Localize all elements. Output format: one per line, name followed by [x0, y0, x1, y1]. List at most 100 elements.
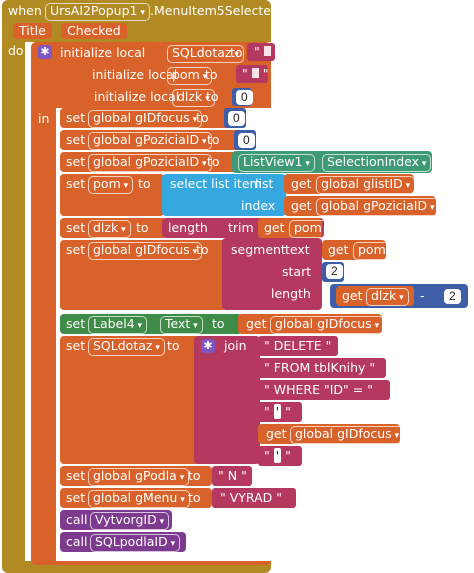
- length-label: length: [168, 220, 208, 235]
- to-label: to: [188, 490, 201, 505]
- listview1-dropdown[interactable]: ListView1: [238, 154, 315, 172]
- get-label: get: [264, 220, 285, 235]
- number-value-1[interactable]: 0: [228, 111, 245, 126]
- minus-value[interactable]: 2: [444, 289, 461, 304]
- string-n[interactable]: [212, 466, 252, 486]
- list-label: list: [255, 176, 274, 191]
- set-label: set: [66, 220, 86, 235]
- string-from[interactable]: [258, 358, 386, 378]
- string-delete[interactable]: [258, 336, 338, 356]
- join-block[interactable]: [194, 336, 260, 464]
- to-label: to: [167, 338, 180, 353]
- segment-label: segment: [231, 242, 286, 257]
- local-var-pom[interactable]: pom: [167, 67, 213, 85]
- to-label: to: [212, 316, 225, 331]
- get-label: get: [328, 242, 349, 257]
- var-glistid[interactable]: global glistID: [316, 176, 416, 194]
- gear-icon[interactable]: ✱: [201, 339, 215, 353]
- var-gpodla[interactable]: global gPodla: [88, 468, 190, 486]
- proc-vytvorgid[interactable]: VytvorgID: [90, 512, 170, 530]
- var-gmenu[interactable]: global gMenu: [88, 490, 190, 508]
- start-label: start: [282, 264, 312, 279]
- text-label: text: [285, 242, 310, 257]
- string-vyrad-value: VYRAD: [229, 490, 273, 505]
- param-title[interactable]: Title: [13, 23, 52, 39]
- to-label: to: [207, 132, 220, 147]
- when-label: when: [8, 3, 42, 18]
- var-dlzk-2[interactable]: dlzk: [366, 288, 409, 306]
- var-gpoziciaid-2[interactable]: global gPoziciaID: [88, 154, 212, 172]
- proc-sqlpodlaid[interactable]: SQLpodlaID: [90, 534, 181, 552]
- var-sqldotaz[interactable]: SQLdotaz: [88, 338, 165, 356]
- var-gidfocus-1[interactable]: global gIDfocus: [88, 110, 203, 128]
- number-value-2[interactable]: 0: [238, 133, 255, 148]
- init-label-3: initialize local: [94, 89, 180, 104]
- start-value[interactable]: 2: [326, 264, 343, 279]
- get-label: get: [246, 316, 267, 331]
- set-label: set: [66, 110, 86, 125]
- minus-label: -: [420, 288, 425, 303]
- to-label: to: [136, 220, 149, 235]
- length-param-label: length: [271, 286, 311, 301]
- local-var-dlzk[interactable]: dlzk: [172, 89, 215, 107]
- selectionindex-dropdown[interactable]: SelectionIndex: [322, 154, 432, 172]
- string-delete-text: " DELETE ": [264, 338, 332, 353]
- call-label: call: [66, 534, 88, 549]
- string-where[interactable]: [258, 380, 390, 400]
- to-label: to: [138, 176, 151, 191]
- event-name: .MenuItem5Selected: [150, 3, 279, 18]
- var-gidfocus-2[interactable]: global gIDfocus: [88, 242, 203, 260]
- label4-dropdown[interactable]: Label4: [88, 316, 148, 334]
- string-from-text: " FROM tblKnihy ": [264, 360, 376, 375]
- component-dropdown[interactable]: UrsAI2Popup1: [45, 3, 150, 21]
- select-list-item-block[interactable]: [162, 174, 286, 216]
- var-gidfocus-4[interactable]: global gIDfocus: [290, 426, 405, 444]
- set-sqldotaz-join[interactable]: [60, 336, 200, 464]
- var-pom-3[interactable]: pom: [353, 242, 399, 260]
- segment-block[interactable]: [222, 238, 322, 310]
- get-label: get: [291, 176, 312, 191]
- param-checked[interactable]: Checked: [61, 23, 127, 39]
- text-prop-dropdown[interactable]: Text: [160, 316, 203, 334]
- gear-icon[interactable]: ✱: [38, 45, 52, 59]
- set-label: set: [66, 338, 86, 353]
- do-label: do: [8, 43, 24, 58]
- var-pom-2[interactable]: pom: [289, 220, 335, 238]
- set-label: set: [66, 468, 86, 483]
- var-gpoziciaid-3[interactable]: global gPoziciaID: [316, 198, 440, 216]
- string-vyrad[interactable]: [212, 488, 296, 508]
- string-n-text: " N ": [218, 468, 247, 483]
- get-label: get: [342, 288, 363, 303]
- local-var-sqldotaz[interactable]: SQLdotaz: [167, 45, 244, 63]
- set-label: set: [66, 176, 86, 191]
- set-label: set: [66, 490, 86, 505]
- init-to-1: to: [230, 45, 243, 60]
- trim-label: trim: [228, 220, 254, 235]
- number-0-local-value[interactable]: 0: [236, 90, 253, 105]
- var-gpoziciaid-1[interactable]: global gPoziciaID: [88, 132, 212, 150]
- string-where-text: " WHERE "ID" = ": [264, 382, 373, 397]
- join-label: join: [224, 338, 247, 353]
- to-label: to: [196, 110, 209, 125]
- string-vyrad-text: " VYRAD ": [220, 490, 283, 505]
- var-gidfocus-3[interactable]: global gIDfocus: [270, 316, 385, 334]
- to-label: to: [188, 468, 201, 483]
- string-n-value: N: [227, 468, 238, 483]
- init-to-2: to: [205, 67, 218, 82]
- set-label: set: [66, 242, 86, 257]
- select-list-item-label: select list item: [170, 176, 262, 191]
- string-empty-1-text: " ": [254, 44, 281, 59]
- index-label: index: [241, 198, 276, 213]
- init-to-3: to: [206, 89, 219, 104]
- var-dlzk-1[interactable]: dlzk: [88, 220, 131, 238]
- string-quote-2-value: ': [273, 448, 282, 463]
- string-quote-1-text: " ' ": [264, 404, 291, 419]
- var-pom-1[interactable]: pom: [88, 176, 134, 194]
- init-label-1: initialize local: [60, 45, 146, 60]
- get-label: get: [291, 198, 312, 213]
- to-label: to: [207, 154, 220, 169]
- to-label: to: [196, 242, 209, 257]
- set-label: set: [66, 154, 86, 169]
- string-from-value: FROM tblKnihy: [273, 360, 366, 375]
- init-label-2: initialize local: [92, 67, 178, 82]
